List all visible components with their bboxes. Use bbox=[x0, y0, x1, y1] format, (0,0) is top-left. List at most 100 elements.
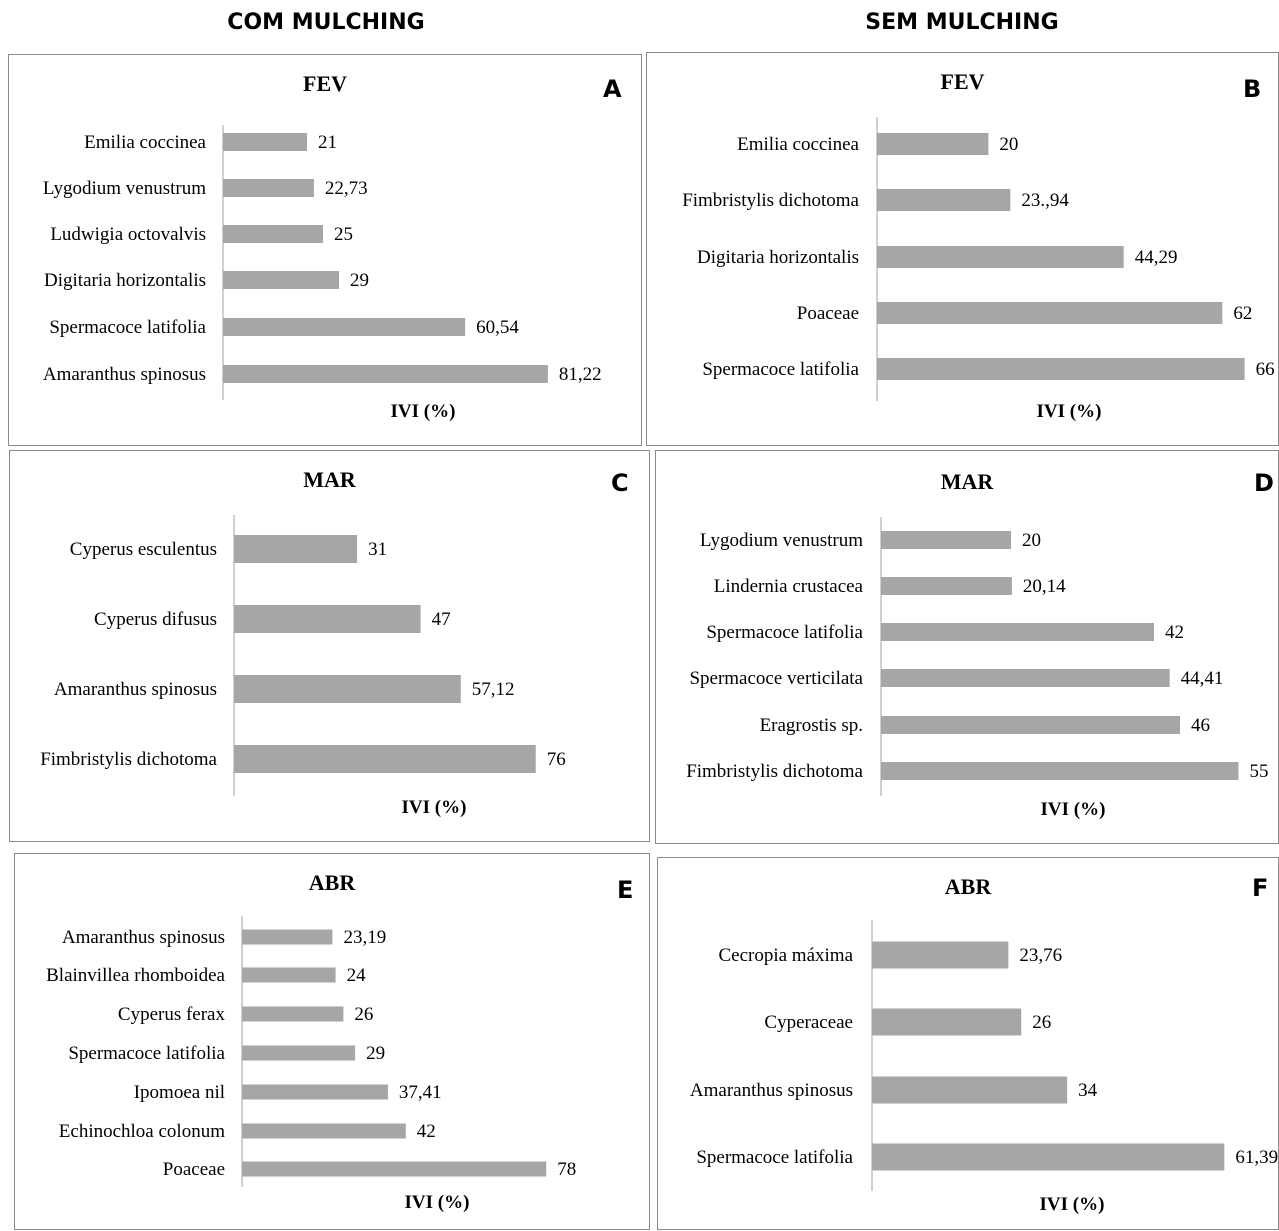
category-label: Blainvillea rhomboidea bbox=[46, 965, 225, 986]
category-label: Fimbristylis dichotoma bbox=[682, 190, 859, 211]
bar bbox=[242, 1084, 388, 1100]
bar-chart-a: Emilia coccinea 21 Lygodium venustrum 22,73… bbox=[43, 125, 602, 400]
bar bbox=[223, 179, 314, 197]
bar bbox=[223, 271, 339, 289]
category-label: Spermacoce latifolia bbox=[702, 359, 859, 380]
data-label: 46 bbox=[1191, 715, 1210, 736]
chart-panel-a: FEV A Emilia coccinea 21 Lygodium venustru… bbox=[8, 54, 642, 446]
panel-letter: D bbox=[1254, 469, 1274, 497]
bar bbox=[877, 189, 1011, 211]
data-label: 26 bbox=[1032, 1012, 1051, 1033]
panel-letter: F bbox=[1252, 874, 1269, 902]
category-label: Eragrostis sp. bbox=[760, 715, 863, 736]
category-label: Spermacoce latifolia bbox=[49, 317, 206, 338]
data-label: 20 bbox=[999, 134, 1018, 155]
bar bbox=[881, 716, 1180, 734]
category-label: Amaranthus spinosus bbox=[690, 1080, 853, 1101]
category-label: Ludwigia octovalvis bbox=[50, 224, 206, 245]
bar-chart-d: Lygodium venustrum 20 Lindernia crustacea 2… bbox=[686, 517, 1269, 796]
category-label: Lygodium venustrum bbox=[43, 178, 206, 199]
data-label: 29 bbox=[350, 270, 369, 291]
data-label: 37,41 bbox=[399, 1082, 442, 1103]
data-label: 47 bbox=[432, 609, 451, 630]
chart-title: MAR bbox=[940, 469, 994, 494]
bar bbox=[872, 1076, 1068, 1104]
bar bbox=[872, 1008, 1022, 1036]
x-axis-label: IVI (%) bbox=[390, 401, 456, 422]
data-label: 60,54 bbox=[476, 317, 519, 338]
data-label: 21 bbox=[318, 132, 337, 153]
bar bbox=[881, 577, 1012, 595]
panel-letter: B bbox=[1243, 75, 1262, 103]
chart-title: ABR bbox=[944, 874, 992, 899]
panel-letter: A bbox=[603, 75, 622, 103]
data-label: 26 bbox=[354, 1004, 373, 1025]
bar bbox=[234, 605, 421, 633]
chart-title: MAR bbox=[303, 467, 356, 492]
data-label: 61,39 bbox=[1235, 1147, 1278, 1168]
bar bbox=[881, 669, 1170, 687]
data-label: 25 bbox=[334, 224, 353, 245]
data-label: 44,41 bbox=[1181, 668, 1224, 689]
panel-letter: C bbox=[611, 469, 629, 497]
bar bbox=[234, 675, 461, 703]
right-column-header: SEM MULCHING bbox=[865, 10, 1059, 35]
category-label: Echinochloa colonum bbox=[59, 1121, 225, 1142]
data-label: 55 bbox=[1250, 761, 1269, 782]
bar bbox=[242, 929, 333, 945]
data-label: 42 bbox=[1165, 622, 1184, 643]
data-label: 42 bbox=[417, 1121, 436, 1142]
x-axis-label: IVI (%) bbox=[1039, 1194, 1105, 1215]
category-label: Amaranthus spinosus bbox=[54, 679, 217, 700]
bar bbox=[877, 358, 1245, 380]
data-label: 31 bbox=[368, 539, 387, 560]
category-label: Digitaria horizontalis bbox=[44, 270, 206, 291]
category-label: Poaceae bbox=[797, 303, 859, 324]
bar-chart-b: Emilia coccinea 20 Fimbristylis dichotoma 2… bbox=[682, 117, 1275, 401]
data-label: 76 bbox=[547, 749, 566, 770]
chart-panel-f: ABR F Cecropia máxima 23,76 Cyperaceae 26 Am… bbox=[657, 857, 1279, 1230]
bar bbox=[877, 133, 989, 155]
bar bbox=[234, 535, 358, 563]
category-label: Spermacoce latifolia bbox=[696, 1147, 853, 1168]
category-label: Spermacoce latifolia bbox=[68, 1043, 225, 1064]
category-label: Emilia coccinea bbox=[737, 134, 859, 155]
bar bbox=[234, 745, 536, 773]
bar bbox=[223, 365, 548, 383]
category-label: Digitaria horizontalis bbox=[697, 247, 859, 268]
category-label: Poaceae bbox=[163, 1159, 225, 1180]
data-label: 22,73 bbox=[325, 178, 368, 199]
category-label: Cyperus difusus bbox=[94, 609, 217, 630]
bar bbox=[242, 967, 336, 983]
category-label: Spermacoce latifolia bbox=[706, 622, 863, 643]
category-label: Cyperus esculentus bbox=[70, 539, 217, 560]
data-label: 66 bbox=[1256, 359, 1275, 380]
bar bbox=[877, 246, 1124, 268]
bar bbox=[881, 531, 1011, 549]
category-label: Lygodium venustrum bbox=[700, 530, 863, 551]
left-column-header: COM MULCHING bbox=[227, 10, 425, 35]
data-label: 57,12 bbox=[472, 679, 515, 700]
chart-panel-d: MAR D Lygodium venustrum 20 Lindernia crus… bbox=[655, 450, 1279, 844]
bar bbox=[223, 318, 466, 336]
bar bbox=[242, 1161, 547, 1177]
data-label: 81,22 bbox=[559, 364, 602, 385]
bar bbox=[223, 225, 323, 243]
data-label: 62 bbox=[1233, 303, 1252, 324]
data-label: 29 bbox=[366, 1043, 385, 1064]
category-label: Lindernia crustacea bbox=[714, 576, 864, 597]
category-label: Cyperaceae bbox=[764, 1012, 853, 1033]
bar-chart-c: Cyperus esculentus 31 Cyperus difusus 47 Ama… bbox=[40, 515, 566, 796]
chart-title: FEV bbox=[940, 69, 985, 94]
category-label: Cyperus ferax bbox=[118, 1004, 226, 1025]
bar bbox=[242, 1123, 406, 1139]
bar bbox=[872, 941, 1009, 969]
bar bbox=[242, 1045, 356, 1061]
data-label: 23,19 bbox=[343, 927, 386, 948]
data-label: 23,76 bbox=[1019, 945, 1062, 966]
x-axis-label: IVI (%) bbox=[1036, 401, 1102, 422]
bar bbox=[881, 762, 1239, 780]
bar bbox=[877, 302, 1223, 324]
category-label: Spermacoce verticilata bbox=[689, 668, 863, 689]
x-axis-label: IVI (%) bbox=[1040, 799, 1106, 820]
